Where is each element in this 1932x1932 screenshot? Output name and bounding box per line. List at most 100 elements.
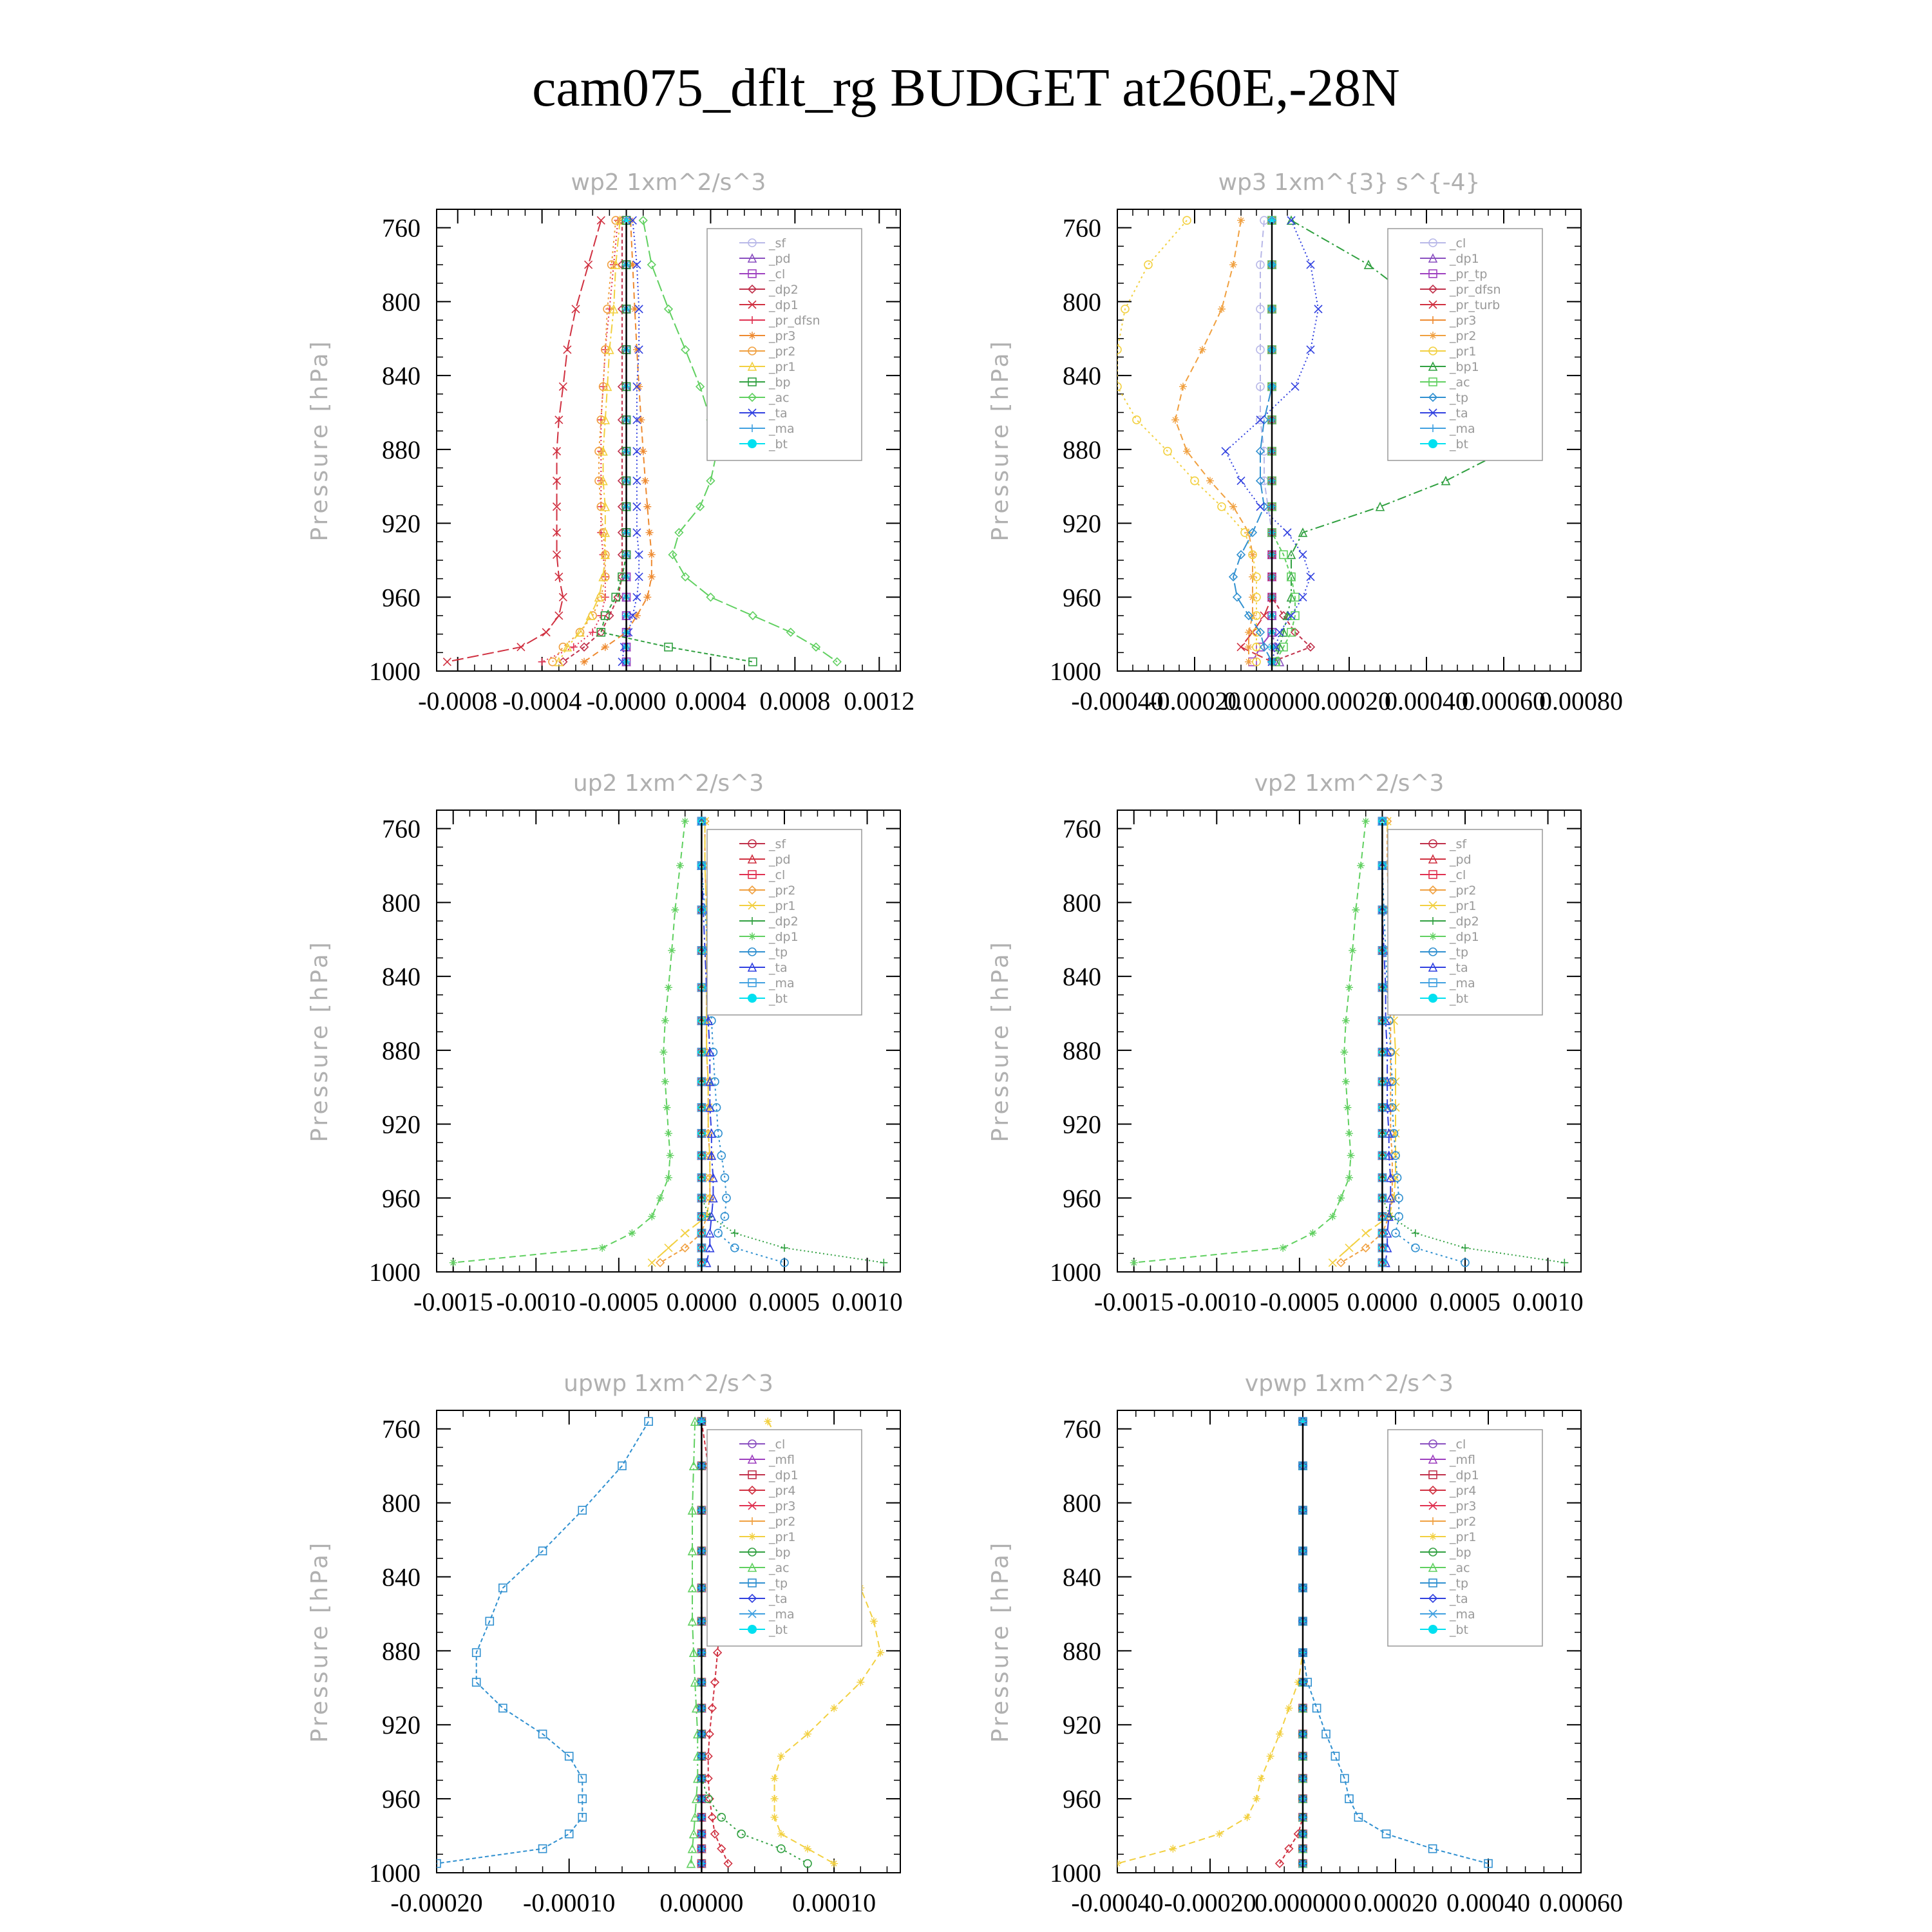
series-line xyxy=(1224,220,1320,662)
y-tick-label: 880 xyxy=(1063,435,1101,464)
data-point xyxy=(664,642,673,652)
y-tick-label: 880 xyxy=(382,1636,421,1665)
data-point xyxy=(1345,1794,1354,1803)
y-tick-label: 840 xyxy=(382,361,421,390)
data-point xyxy=(708,1172,718,1182)
data-point xyxy=(563,345,572,354)
data-point xyxy=(671,905,679,914)
legend-marker xyxy=(748,901,757,910)
data-point xyxy=(1206,477,1214,485)
series-line xyxy=(642,220,838,663)
data-point xyxy=(1221,447,1230,456)
data-point xyxy=(611,592,620,602)
y-tick-label: 840 xyxy=(382,1562,421,1591)
legend-marker xyxy=(1428,346,1437,355)
legend-marker xyxy=(1428,978,1437,987)
data-point xyxy=(1218,305,1226,313)
data-point xyxy=(601,643,609,651)
data-point xyxy=(1190,476,1199,486)
data-point xyxy=(663,304,674,314)
legend-marker xyxy=(748,1609,757,1618)
x-tick-label: -0.0004 xyxy=(502,687,582,715)
data-point xyxy=(661,1016,669,1025)
data-point xyxy=(1245,628,1253,636)
data-point xyxy=(1275,628,1284,637)
data-point xyxy=(690,1416,700,1426)
legend-label: _dp2 xyxy=(768,914,799,929)
data-point xyxy=(1329,1212,1337,1220)
legend-marker xyxy=(1428,361,1438,371)
y-tick-label: 1000 xyxy=(1050,657,1101,686)
data-point xyxy=(1411,1229,1419,1237)
data-point xyxy=(1384,1128,1394,1138)
data-point xyxy=(674,527,684,538)
data-point xyxy=(688,1461,699,1470)
legend-marker xyxy=(1428,1485,1438,1495)
legend-label: _pr4 xyxy=(1449,1484,1476,1498)
data-point xyxy=(803,1859,812,1868)
data-point xyxy=(1428,1844,1437,1853)
data-point xyxy=(1361,1229,1370,1238)
legend-marker xyxy=(748,408,757,417)
data-point xyxy=(804,1730,811,1738)
data-point xyxy=(1305,642,1316,652)
data-point xyxy=(632,502,641,511)
legend-marker xyxy=(748,377,757,386)
data-point xyxy=(594,592,604,602)
x-tick-label: -0.0015 xyxy=(1094,1287,1173,1316)
legend-label: _ma xyxy=(768,1607,795,1622)
data-point xyxy=(584,260,593,269)
data-point xyxy=(618,1461,627,1470)
legend-marker xyxy=(1428,1578,1437,1587)
data-point xyxy=(618,658,627,667)
data-point xyxy=(1232,592,1242,602)
legend-label: _pr1 xyxy=(768,1530,795,1544)
legend-label: _pr2 xyxy=(1449,884,1476,898)
legend-label: _pr3 xyxy=(1449,314,1476,328)
data-point xyxy=(832,657,842,667)
data-point xyxy=(471,1648,481,1658)
data-point xyxy=(680,1243,690,1253)
series-line xyxy=(453,821,686,1264)
y-tick-label: 920 xyxy=(382,1110,421,1139)
data-point xyxy=(714,1228,723,1238)
legend-label: _cl xyxy=(768,868,785,882)
data-point xyxy=(641,477,649,485)
data-point xyxy=(1287,627,1296,637)
data-point xyxy=(569,643,578,651)
data-point xyxy=(442,658,451,667)
data-point xyxy=(575,627,585,637)
x-tick-label: 0.000000 xyxy=(1224,687,1320,715)
data-point xyxy=(602,381,612,392)
data-point xyxy=(687,1546,697,1556)
legend-label: _cl xyxy=(1449,1437,1466,1452)
legend: _cl_mfl_dp1_pr4_pr3_pr2_pr1_bp_ac_tp_ta_… xyxy=(1387,1429,1543,1647)
data-point xyxy=(830,1704,838,1712)
legend-marker xyxy=(1428,994,1437,1003)
data-point xyxy=(634,550,643,559)
data-point xyxy=(647,260,656,270)
legend-label: _dp1 xyxy=(1449,252,1479,266)
series-line xyxy=(1381,821,1392,1263)
legend-label: _bp xyxy=(768,1546,791,1560)
data-point xyxy=(1274,1859,1285,1868)
data-point xyxy=(1388,1077,1397,1086)
legend-label: _bp xyxy=(1449,1546,1472,1560)
x-tick-label: -0.00020 xyxy=(390,1888,482,1917)
data-point xyxy=(857,1678,865,1687)
panel-1: wp2 1xm^2/s^3 Pressure [hPa] 760 800 840 880 9… xyxy=(307,169,914,715)
data-point xyxy=(676,862,684,870)
series-group xyxy=(442,215,842,671)
data-point xyxy=(688,1828,699,1839)
data-point xyxy=(710,1678,720,1687)
data-point xyxy=(622,216,630,225)
x-tick-label: -0.00010 xyxy=(523,1888,615,1917)
data-point xyxy=(1441,475,1451,486)
data-point xyxy=(714,1129,723,1138)
legend-label: _ma xyxy=(768,422,795,436)
x-tick-label: -0.00020 xyxy=(1148,687,1240,715)
data-point xyxy=(1229,502,1237,511)
data-point xyxy=(632,382,641,391)
legend-label: _dp1 xyxy=(1449,930,1479,944)
data-point xyxy=(1255,476,1265,486)
